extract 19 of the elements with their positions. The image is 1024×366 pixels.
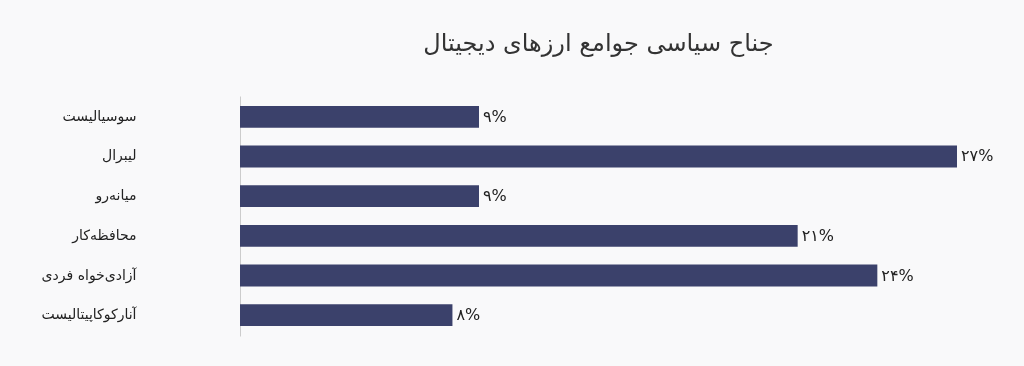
bar — [240, 264, 878, 287]
y-tick-label: آزادی‌خواه فردی — [41, 266, 138, 284]
data-label: ۸% — [456, 305, 481, 325]
y-tick-label: محافظه‌کار — [71, 226, 137, 244]
bar — [240, 224, 798, 247]
bar — [240, 304, 453, 327]
bar — [240, 185, 479, 208]
data-label: ۲۷% — [961, 146, 994, 166]
y-tick-label: سوسیالیست — [62, 107, 137, 125]
y-tick-label: آنارکوکاپیتالیست — [41, 306, 138, 324]
bar — [240, 105, 479, 128]
y-tick-label: لیبرال — [101, 147, 137, 165]
data-label: ۹% — [483, 106, 507, 126]
data-label: ۲۱% — [801, 225, 835, 245]
chart-title: جناح سیاسی جوامع ارزهای دیجیتال — [423, 29, 774, 57]
bar — [240, 145, 957, 168]
data-label: ۲۴% — [881, 265, 914, 285]
y-tick-label: میانه‌رو — [94, 187, 137, 205]
data-label: ۹% — [483, 186, 507, 206]
